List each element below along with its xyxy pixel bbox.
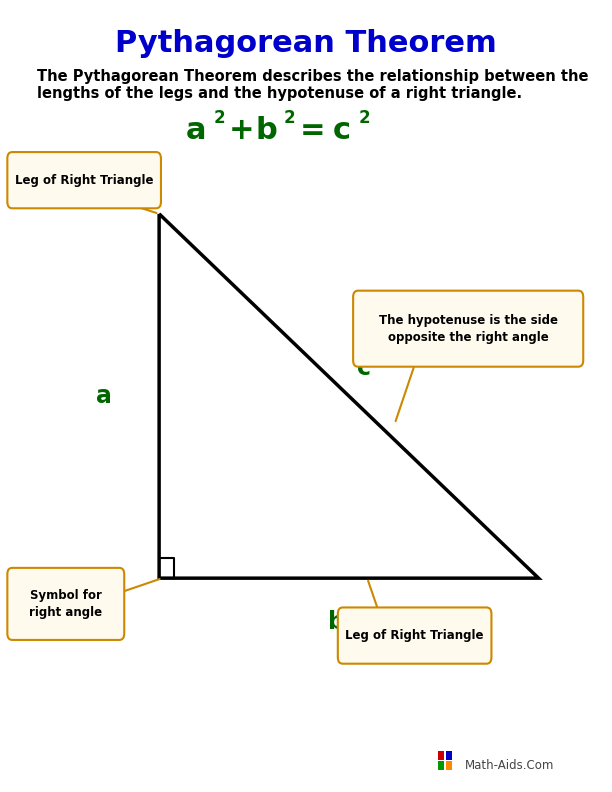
Text: Symbol for
right angle: Symbol for right angle xyxy=(29,589,102,619)
Text: +: + xyxy=(229,116,255,145)
Text: a: a xyxy=(185,116,206,145)
FancyBboxPatch shape xyxy=(438,751,444,760)
Text: The Pythagorean Theorem describes the relationship between the: The Pythagorean Theorem describes the re… xyxy=(37,69,588,83)
Text: lengths of the legs and the hypotenuse of a right triangle.: lengths of the legs and the hypotenuse o… xyxy=(37,86,522,101)
Text: =: = xyxy=(299,116,325,145)
Text: Leg of Right Triangle: Leg of Right Triangle xyxy=(345,629,484,642)
Text: Math-Aids.Com: Math-Aids.Com xyxy=(465,760,554,772)
FancyBboxPatch shape xyxy=(7,152,161,208)
Text: c: c xyxy=(332,116,351,145)
Text: 2: 2 xyxy=(359,109,370,127)
Text: 2: 2 xyxy=(284,109,295,127)
Text: a: a xyxy=(96,384,112,408)
Text: b: b xyxy=(328,610,345,634)
FancyBboxPatch shape xyxy=(7,568,124,640)
Text: The hypotenuse is the side
opposite the right angle: The hypotenuse is the side opposite the … xyxy=(379,314,558,344)
FancyBboxPatch shape xyxy=(438,761,444,770)
FancyBboxPatch shape xyxy=(338,607,491,664)
FancyBboxPatch shape xyxy=(446,761,452,770)
Text: Leg of Right Triangle: Leg of Right Triangle xyxy=(15,173,154,187)
Text: b: b xyxy=(255,116,277,145)
FancyBboxPatch shape xyxy=(353,291,583,367)
Text: c: c xyxy=(357,356,371,380)
FancyBboxPatch shape xyxy=(446,751,452,760)
Text: 2: 2 xyxy=(214,109,225,127)
Text: Pythagorean Theorem: Pythagorean Theorem xyxy=(115,29,497,58)
